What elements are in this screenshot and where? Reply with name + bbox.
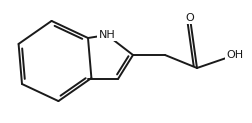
- Text: NH: NH: [98, 30, 115, 40]
- Text: O: O: [185, 13, 194, 23]
- Text: OH: OH: [226, 50, 243, 60]
